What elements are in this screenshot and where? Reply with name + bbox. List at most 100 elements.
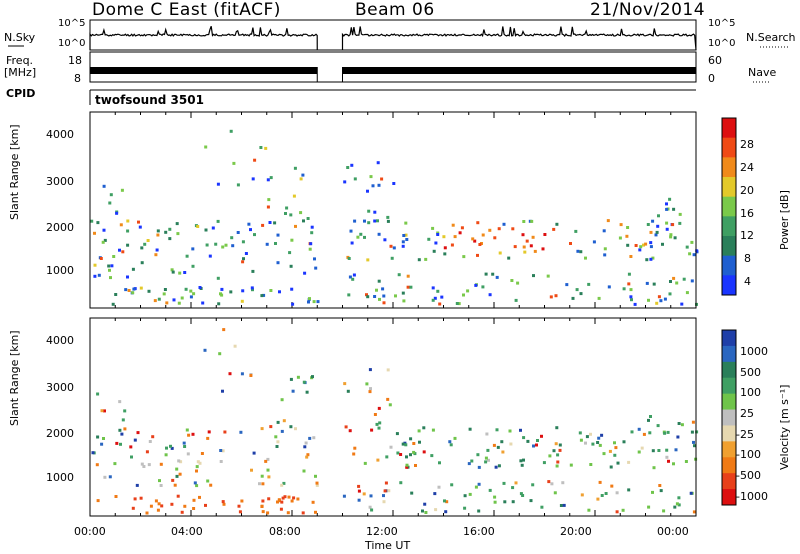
range-gate-cell — [265, 242, 269, 246]
range-gate-cell — [119, 442, 122, 446]
range-gate-cell — [684, 460, 688, 463]
range-gate-cell — [103, 238, 107, 242]
range-gate-cell — [111, 302, 115, 306]
range-gate-cell — [600, 433, 604, 437]
vel-ytick-3000: 3000 — [46, 381, 74, 394]
range-gate-cell — [189, 295, 193, 299]
range-gate-cell — [140, 261, 144, 265]
range-gate-cell — [522, 220, 526, 223]
range-gate-cell — [304, 441, 308, 445]
range-gate-cell — [473, 239, 477, 243]
range-gate-cell — [110, 264, 114, 268]
range-gate-cell — [655, 230, 659, 234]
range-gate-cell — [153, 299, 157, 303]
range-gate-cell — [109, 193, 113, 197]
range-gate-cell — [93, 263, 97, 267]
range-gate-cell — [598, 443, 602, 447]
range-gate-cell — [283, 495, 287, 499]
range-gate-cell — [474, 283, 478, 287]
range-gate-cell — [289, 264, 293, 268]
range-gate-cell — [196, 225, 200, 228]
range-gate-cell — [443, 499, 446, 503]
range-gate-cell — [346, 389, 350, 393]
range-gate-cell — [500, 440, 504, 444]
range-gate-cell — [124, 288, 128, 292]
range-gate-cell — [450, 243, 454, 247]
range-gate-cell — [114, 293, 118, 296]
range-gate-cell — [109, 276, 112, 280]
range-gate-cell — [602, 452, 606, 456]
range-gate-cell — [401, 244, 405, 248]
range-gate-cell — [261, 223, 265, 227]
range-gate-cell — [218, 352, 222, 356]
range-gate-cell — [514, 481, 518, 485]
range-gate-cell — [247, 222, 251, 226]
range-gate-cell — [689, 491, 693, 495]
range-gate-cell — [203, 348, 207, 352]
range-gate-cell — [669, 233, 673, 237]
range-gate-cell — [406, 285, 410, 289]
range-gate-cell — [502, 222, 506, 226]
range-gate-cell — [552, 449, 556, 453]
range-gate-cell — [302, 380, 306, 384]
range-gate-cell — [357, 484, 361, 488]
range-gate-cell — [602, 229, 606, 233]
range-gate-cell — [280, 483, 284, 487]
range-gate-cell — [548, 454, 552, 458]
range-gate-cell — [177, 301, 181, 305]
range-gate-cell — [274, 242, 277, 245]
range-gate-cell — [264, 146, 268, 150]
range-gate-cell — [126, 275, 129, 279]
range-gate-cell — [484, 272, 488, 276]
velocity-colorbar-segment — [722, 361, 736, 379]
range-gate-cell — [209, 483, 213, 487]
range-gate-cell — [556, 460, 560, 464]
range-gate-cell — [120, 188, 124, 192]
range-gate-cell — [665, 207, 669, 211]
range-gate-cell — [584, 256, 587, 260]
range-gate-cell — [431, 226, 435, 230]
range-gate-cell — [401, 442, 405, 446]
range-gate-cell — [647, 418, 650, 422]
range-gate-cell — [353, 446, 357, 450]
range-gate-cell — [655, 301, 659, 305]
range-gate-cell — [108, 201, 112, 205]
range-gate-cell — [649, 245, 653, 249]
range-gate-cell — [481, 233, 485, 237]
range-gate-cell — [147, 289, 151, 293]
range-gate-cell — [492, 443, 496, 447]
range-gate-cell — [260, 427, 264, 431]
power-colorbar-segment — [722, 255, 736, 276]
range-gate-cell — [359, 232, 363, 236]
range-gate-cell — [692, 510, 696, 514]
range-gate-cell — [442, 235, 446, 239]
range-gate-cell — [351, 277, 355, 281]
range-gate-cell — [455, 302, 459, 305]
range-gate-cell — [211, 226, 215, 230]
range-gate-cell — [102, 184, 106, 188]
range-gate-cell — [240, 299, 244, 303]
range-gate-cell — [519, 459, 523, 463]
range-gate-cell — [569, 242, 572, 245]
range-gate-cell — [509, 442, 513, 446]
range-gate-cell — [656, 224, 660, 228]
range-gate-cell — [269, 176, 273, 180]
range-gate-cell — [386, 215, 390, 219]
range-gate-cell — [501, 450, 505, 454]
range-gate-cell — [107, 264, 111, 268]
range-gate-cell — [353, 219, 357, 223]
range-gate-cell — [402, 234, 406, 237]
range-gate-cell — [511, 227, 515, 231]
range-gate-cell — [559, 504, 563, 507]
range-gate-cell — [530, 219, 534, 223]
range-gate-cell — [343, 382, 347, 386]
range-gate-cell — [678, 221, 682, 225]
range-gate-cell — [367, 221, 371, 225]
range-gate-cell — [390, 256, 394, 260]
range-gate-cell — [278, 290, 281, 294]
range-gate-cell — [445, 500, 449, 504]
range-gate-cell — [424, 257, 428, 261]
range-gate-cell — [633, 302, 637, 306]
range-gate-cell — [487, 458, 490, 462]
xlabel: Time UT — [365, 539, 411, 552]
